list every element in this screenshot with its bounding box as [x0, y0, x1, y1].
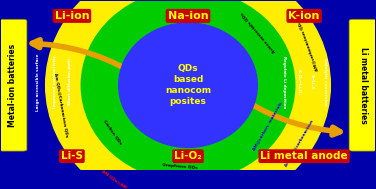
Text: K-ion: K-ion [288, 11, 320, 21]
Text: AM@carbon. materials: AM@carbon. materials [252, 101, 283, 151]
Text: Improved conductivity: Improved conductivity [53, 55, 57, 108]
Text: Graphene QDs: Graphene QDs [162, 163, 198, 171]
Text: Regulate Li deposition: Regulate Li deposition [282, 56, 285, 108]
FancyBboxPatch shape [349, 19, 376, 151]
Ellipse shape [119, 23, 257, 147]
Text: S↔Li₂S: S↔Li₂S [309, 74, 314, 89]
FancyBboxPatch shape [0, 19, 27, 151]
Text: Li-ion: Li-ion [55, 11, 89, 21]
Text: Short diffusion path: Short diffusion path [68, 58, 72, 105]
Text: AM QDs@AM: AM QDs@AM [101, 169, 128, 189]
Text: Carbon QDs: Carbon QDs [103, 119, 123, 146]
Text: Li metal batteries: Li metal batteries [359, 47, 368, 124]
Text: Am QDs@Carbonacious QDs: Am QDs@Carbonacious QDs [54, 73, 69, 138]
Text: & O₂↔Li₂O₂: & O₂↔Li₂O₂ [297, 69, 300, 94]
Text: Catalytic conversion: Catalytic conversion [323, 58, 327, 106]
Text: QDs
based
nanocom
posites: QDs based nanocom posites [165, 64, 211, 106]
Text: Li metal anode: Li metal anode [260, 151, 348, 161]
Text: Na-ion: Na-ion [168, 11, 208, 21]
Text: AM@carbonacious QDs: AM@carbonacious QDs [297, 20, 320, 72]
Text: AM QDs@carbonacious: AM QDs@carbonacious [284, 119, 314, 167]
Text: Large accessible surface: Large accessible surface [36, 53, 40, 111]
Ellipse shape [81, 0, 295, 181]
Text: Metal-ion batteries: Metal-ion batteries [8, 44, 17, 127]
Ellipse shape [45, 0, 331, 189]
Text: Active materials QDs: Active materials QDs [240, 11, 276, 53]
Text: Li-S: Li-S [61, 151, 83, 161]
Text: Li-O₂: Li-O₂ [174, 151, 202, 161]
